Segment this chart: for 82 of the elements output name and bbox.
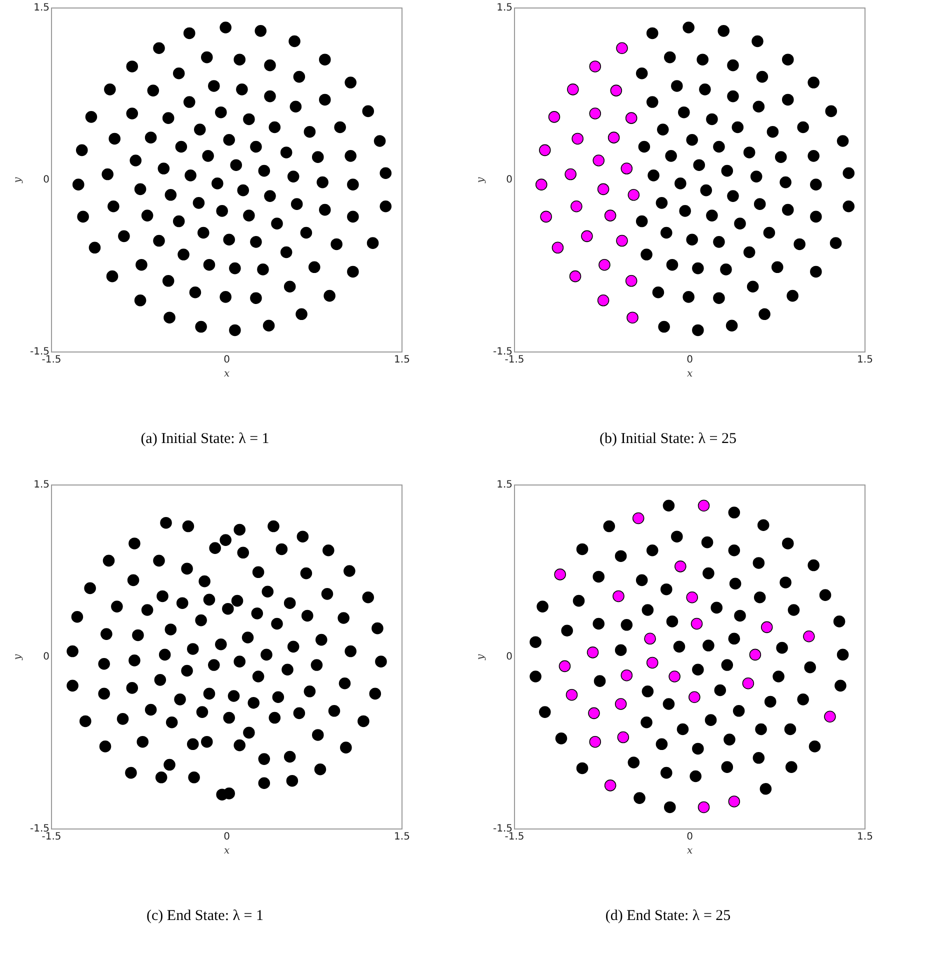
point xyxy=(597,294,610,306)
point xyxy=(564,168,576,180)
point xyxy=(589,736,602,748)
point xyxy=(644,632,656,645)
point xyxy=(558,660,571,672)
point xyxy=(586,646,599,658)
point xyxy=(569,270,582,282)
x-tick-label: 1.5 xyxy=(857,354,873,366)
point xyxy=(616,234,628,247)
y-axis-title: y xyxy=(12,654,24,661)
point xyxy=(592,154,605,166)
point xyxy=(548,111,560,123)
y-tick-label: 0 xyxy=(43,174,50,186)
point xyxy=(597,183,610,196)
point xyxy=(625,275,638,287)
point xyxy=(567,84,579,96)
point xyxy=(646,656,658,669)
point xyxy=(742,677,754,690)
point xyxy=(632,512,644,524)
point xyxy=(604,780,616,792)
point xyxy=(626,312,638,324)
point xyxy=(620,669,633,682)
y-axis-title: y xyxy=(12,176,24,184)
point xyxy=(803,630,815,642)
point xyxy=(570,200,582,212)
point xyxy=(566,688,578,701)
x-tick-label: 0 xyxy=(686,354,693,366)
point xyxy=(686,591,698,604)
text: (a) Initial State: λ = 1 xyxy=(140,430,270,447)
x-tick-label: 1.5 xyxy=(394,832,410,843)
y-axis-title: y xyxy=(476,176,487,184)
point xyxy=(608,132,620,144)
text: (d) End State: λ = 25 xyxy=(605,908,731,924)
point xyxy=(572,132,584,145)
point xyxy=(588,707,600,720)
point xyxy=(610,84,622,96)
point xyxy=(824,710,836,723)
point xyxy=(625,112,638,124)
point xyxy=(628,189,640,201)
point xyxy=(668,670,680,682)
point xyxy=(760,621,773,634)
y-tick-label: 0 xyxy=(43,652,50,663)
y-axis-title: y xyxy=(476,654,487,661)
point xyxy=(554,568,566,580)
point xyxy=(589,60,602,72)
point xyxy=(698,801,710,814)
text: (c) End State: λ = 1 xyxy=(146,908,264,924)
point xyxy=(617,731,630,744)
y-tick-label: 1.5 xyxy=(34,480,50,491)
point xyxy=(728,796,740,808)
point xyxy=(535,178,548,190)
point xyxy=(612,590,624,602)
x-axis-title: x xyxy=(686,368,693,380)
point xyxy=(614,698,627,710)
x-axis-title: x xyxy=(686,846,693,857)
y-tick-label: 1.5 xyxy=(34,2,50,14)
x-axis-title: x xyxy=(224,846,230,857)
point xyxy=(598,258,610,271)
x-axis-title: x xyxy=(224,368,230,380)
text: (b) Initial State: λ = 25 xyxy=(600,430,736,447)
point xyxy=(552,242,564,254)
x-tick-label: 0 xyxy=(224,832,230,843)
x-tick-label: 1.5 xyxy=(857,832,873,843)
point xyxy=(688,691,700,704)
point xyxy=(581,230,593,242)
point xyxy=(589,108,602,120)
point xyxy=(604,210,616,222)
point xyxy=(698,500,710,512)
point xyxy=(749,648,762,661)
y-tick-label: 1.5 xyxy=(496,2,513,14)
point xyxy=(538,144,551,156)
x-tick-label: 0 xyxy=(686,832,693,843)
y-tick-label: 0 xyxy=(506,652,513,663)
y-tick-label: 0 xyxy=(506,174,513,186)
x-tick-label: 0 xyxy=(224,354,230,366)
point xyxy=(674,560,686,572)
y-tick-label: 1.5 xyxy=(496,480,513,491)
point xyxy=(690,618,703,630)
x-tick-label: 1.5 xyxy=(394,354,410,366)
point xyxy=(620,162,633,174)
point xyxy=(540,210,552,223)
point xyxy=(616,42,628,54)
